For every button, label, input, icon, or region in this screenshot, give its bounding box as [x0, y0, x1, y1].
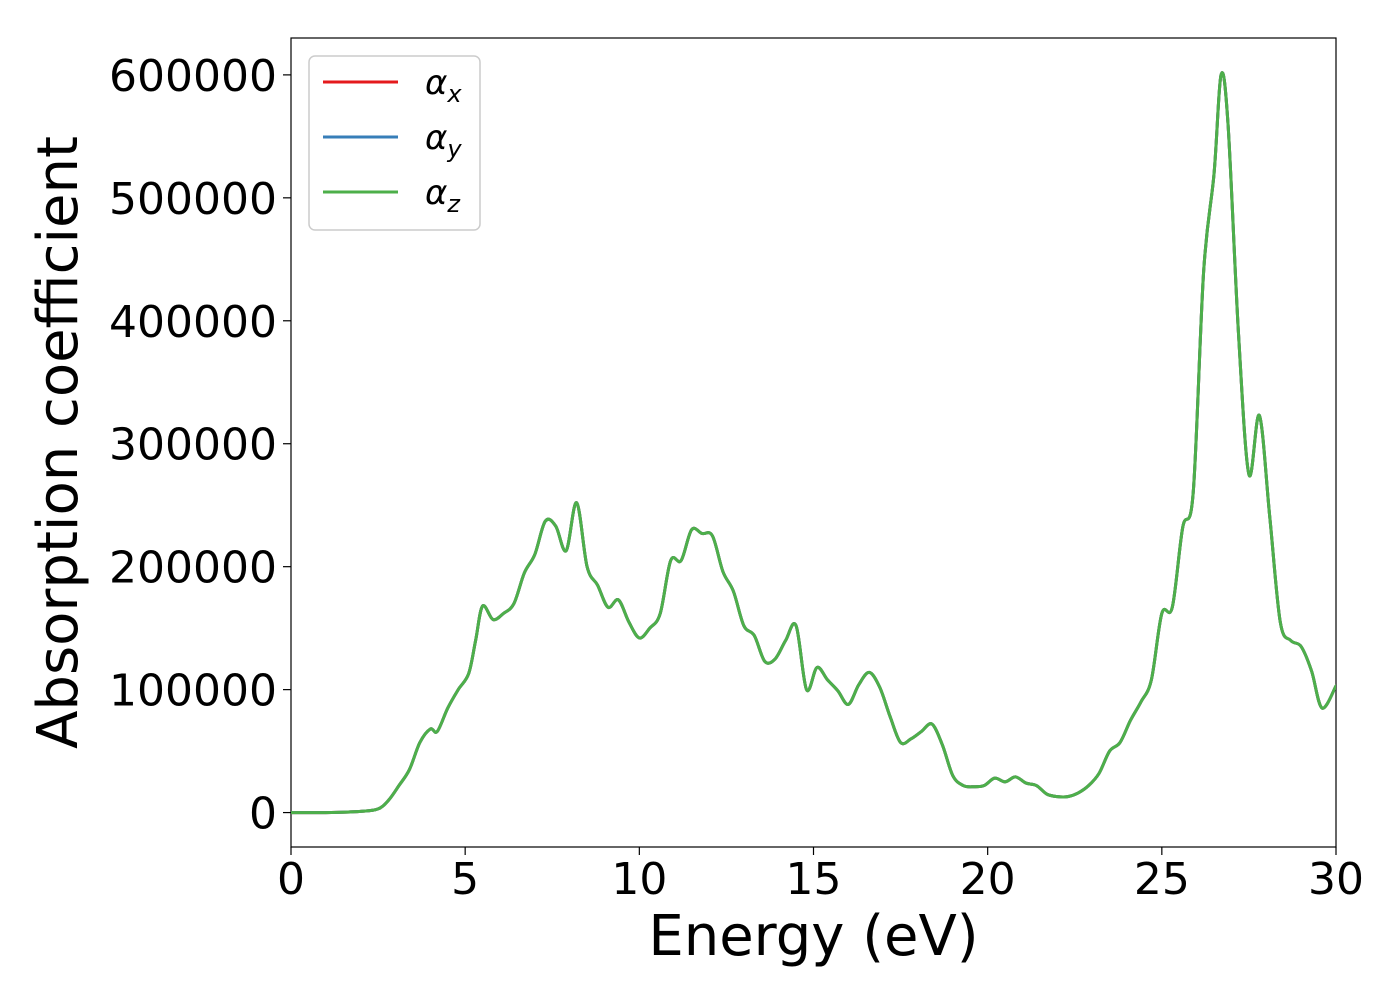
series-layer	[291, 71, 1336, 815]
legend-label: αz	[425, 173, 461, 218]
x-tick-label: 5	[451, 854, 479, 905]
x-tick-label: 30	[1308, 854, 1364, 905]
y-tick-label: 600000	[109, 51, 277, 102]
x-axis-ticks: 0 5 10 15 20 25 30	[277, 847, 1364, 905]
x-tick-label: 25	[1134, 854, 1190, 905]
y-tick-label: 400000	[109, 297, 277, 348]
y-tick-label: 200000	[109, 543, 277, 594]
y-axis-title: Absorption coefficient	[26, 136, 91, 749]
x-tick-label: 20	[960, 854, 1016, 905]
y-axis-ticks: 0 100000 200000 300000 400000 500000 600000	[109, 51, 291, 840]
y-tick-label: 500000	[109, 174, 277, 225]
x-tick-label: 0	[277, 854, 305, 905]
x-axis-title: Energy (eV)	[648, 904, 978, 969]
x-tick-label: 15	[786, 854, 842, 905]
y-tick-label: 0	[249, 789, 277, 840]
y-tick-label: 300000	[109, 420, 277, 471]
y-tick-label: 100000	[109, 666, 277, 717]
x-tick-label: 10	[611, 854, 667, 905]
legend: αx αy αz	[308, 55, 481, 231]
series-line-3	[291, 71, 1336, 815]
legend-box	[308, 55, 481, 231]
legend-label: αx	[425, 63, 462, 108]
legend-label: αy	[425, 118, 462, 163]
